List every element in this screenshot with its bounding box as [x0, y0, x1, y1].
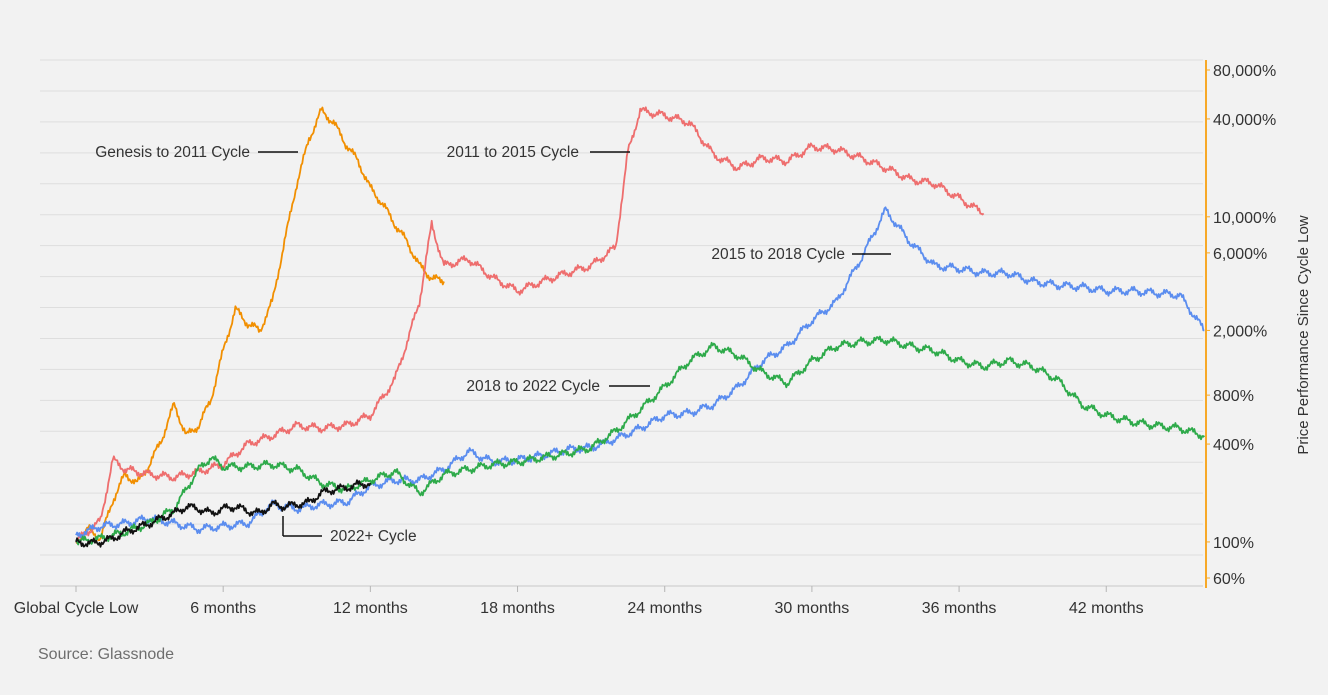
- y-tick-label: 100%: [1213, 535, 1254, 552]
- series-label: 2011 to 2015 Cycle: [447, 144, 579, 161]
- source-note: Source: Glassnode: [38, 646, 175, 663]
- x-tick-label: 24 months: [627, 600, 702, 617]
- series-annotations: Genesis to 2011 Cycle 2011 to 2015 Cycle 2…: [95, 144, 891, 545]
- series-label: Genesis to 2011 Cycle: [95, 144, 250, 161]
- x-tick-label: Global Cycle Low: [14, 600, 139, 617]
- x-tick-label: 42 months: [1069, 600, 1144, 617]
- y-tick-label: 10,000%: [1213, 210, 1276, 227]
- y-tick-label: 800%: [1213, 388, 1254, 405]
- x-tick-label: 30 months: [775, 600, 850, 617]
- series-label: 2022+ Cycle: [330, 528, 417, 545]
- series-lines: [75, 106, 1206, 548]
- y-tick-label: 60%: [1213, 571, 1245, 588]
- y-tick-label: 2,000%: [1213, 323, 1267, 340]
- series-label: 2018 to 2022 Cycle: [466, 378, 600, 395]
- y-tick-label: 400%: [1213, 437, 1254, 454]
- x-tick-label: 12 months: [333, 600, 408, 617]
- series-label: 2015 to 2018 Cycle: [711, 246, 845, 263]
- x-tick-label: 18 months: [480, 600, 555, 617]
- series-line-1: [75, 106, 445, 544]
- y-tick-label: 40,000%: [1213, 112, 1276, 129]
- axes: Global Cycle Low 6 months 12 months 18 mont…: [14, 60, 1312, 617]
- y-tick-label: 80,000%: [1213, 63, 1276, 80]
- y-tick-label: 6,000%: [1213, 246, 1267, 263]
- y-axis-title: Price Performance Since Cycle Low: [1295, 215, 1312, 454]
- series-line-5: [75, 479, 372, 548]
- x-tick-label: 36 months: [922, 600, 997, 617]
- gridlines: [40, 59, 1203, 587]
- series-line-2: [75, 106, 985, 544]
- x-tick-label: 6 months: [190, 600, 256, 617]
- series-line-4: [76, 335, 1206, 546]
